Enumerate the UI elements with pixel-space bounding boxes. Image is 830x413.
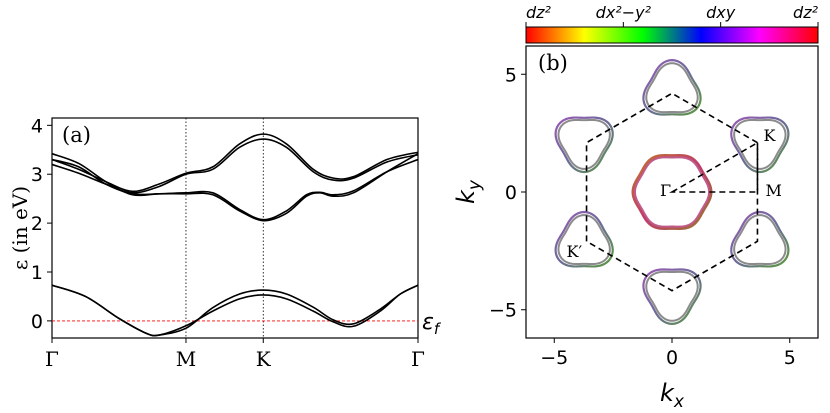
k-pocket-outer-3 [554, 210, 614, 268]
ytick-label-3: 3 [31, 164, 43, 186]
k-pocket-outer-5 [642, 268, 702, 325]
k-point-label-3: K′ [567, 242, 583, 261]
k-pocket-inner-0 [645, 62, 699, 114]
band-4 [51, 138, 419, 194]
ytick-label-4: 4 [31, 115, 43, 137]
k-point-label-2: Γ [660, 181, 671, 200]
fs-xlabel: kx [660, 379, 685, 412]
band-yticks: 0 1 2 3 4 [31, 115, 52, 333]
kx-subscript: x [673, 392, 685, 412]
band-structure-panel: 0 1 2 3 4 Γ M K Γ (a) ε (in eV) εf [8, 115, 442, 371]
fs-xtick-label-1: 0 [666, 347, 678, 369]
ytick-label-0: 0 [31, 311, 43, 333]
irreducible-path [669, 141, 759, 193]
fermi-symbol: ε [422, 310, 434, 335]
k-pocket-outer-4 [730, 210, 790, 268]
k-point-labels: K M Γ K′ [567, 126, 782, 261]
band-plot-frame [51, 117, 419, 339]
colorbar-label-3: dz² [793, 3, 819, 22]
k-point-label-0: K [763, 126, 776, 145]
xtick-label-2: K [256, 347, 272, 371]
k-pocket-outer-1 [554, 116, 614, 174]
k-pocket-outer-0 [642, 59, 702, 116]
k-point-label-1: M [765, 181, 781, 200]
k-pocket-inner-1 [557, 118, 611, 170]
bands [51, 133, 419, 337]
fs-yticks: −5 0 5 [489, 64, 526, 322]
colorbar-label-0: dz² [526, 3, 552, 22]
fs-xtick-label-2: 5 [784, 347, 796, 369]
brillouin-zone [585, 92, 759, 292]
band-3 [51, 158, 419, 221]
k-pocket-inner-4 [733, 214, 787, 266]
ytick-label-2: 2 [31, 213, 43, 235]
fs-ytick-label-1: 0 [505, 182, 517, 204]
colorbar-ticks: dz² dx²−y² dxy dz² [525, 3, 819, 27]
xtick-label-3: Γ [411, 347, 425, 371]
gamma-pocket-outer [631, 154, 713, 230]
k-pocket-inner-5 [645, 270, 699, 322]
xtick-label-0: Γ [45, 347, 59, 371]
ytick-label-1: 1 [31, 262, 43, 284]
fs-xticks: −5 0 5 [540, 338, 796, 369]
band-1 [51, 284, 419, 337]
band-ylabel: ε (in eV) [8, 186, 32, 270]
ky-symbol: k [452, 189, 480, 204]
band-2 [51, 152, 419, 222]
colorbar [525, 26, 819, 44]
colorbar-label-1: dx²−y² [596, 3, 652, 22]
k-pocket-outer-2 [730, 116, 790, 174]
xtick-label-1: M [176, 347, 196, 371]
fs-ytick-label-0: −5 [489, 300, 517, 322]
gamma-pocket-inner [633, 156, 711, 228]
fermi-pockets [554, 59, 790, 325]
panel-label-b: (b) [538, 51, 568, 75]
colorbar-label-2: dxy [706, 3, 736, 22]
panel-label-a: (a) [62, 123, 91, 147]
kx-symbol: k [660, 379, 675, 407]
ky-subscript: y [465, 179, 485, 191]
band-5 [51, 133, 419, 193]
fs-ytick-label-2: 5 [505, 64, 517, 86]
fs-ylabel: ky [452, 179, 485, 204]
k-pocket-inner-2 [733, 118, 787, 170]
fermi-subscript: f [434, 320, 442, 338]
k-pocket-inner-3 [557, 214, 611, 266]
fermi-level-label: εf [422, 310, 442, 338]
symmetry-lines [185, 118, 264, 338]
fs-xtick-label-0: −5 [540, 347, 568, 369]
